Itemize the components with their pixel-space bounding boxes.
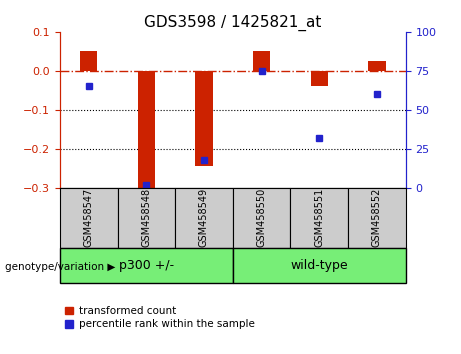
Text: GSM458550: GSM458550 [257,188,266,247]
Bar [175,188,233,248]
Bar [60,248,233,283]
Bar [233,188,290,248]
Bar [368,61,385,71]
Bar [233,248,406,283]
Bar [60,188,118,248]
Bar [253,51,270,71]
Text: GSM458547: GSM458547 [84,188,94,247]
Text: wild-type: wild-type [290,259,348,272]
Text: GSM458551: GSM458551 [314,188,324,247]
Text: genotype/variation ▶: genotype/variation ▶ [5,262,115,272]
Bar [195,71,213,166]
Text: GSM458549: GSM458549 [199,188,209,247]
Text: GSM458552: GSM458552 [372,188,382,247]
Bar [290,188,348,248]
Bar [118,188,175,248]
Bar [80,51,97,71]
Bar [311,71,328,86]
Bar [348,188,406,248]
Text: p300 +/-: p300 +/- [119,259,174,272]
Legend: transformed count, percentile rank within the sample: transformed count, percentile rank withi… [65,306,254,329]
Title: GDS3598 / 1425821_at: GDS3598 / 1425821_at [144,14,321,30]
Bar [138,71,155,188]
Text: GSM458548: GSM458548 [142,188,151,247]
